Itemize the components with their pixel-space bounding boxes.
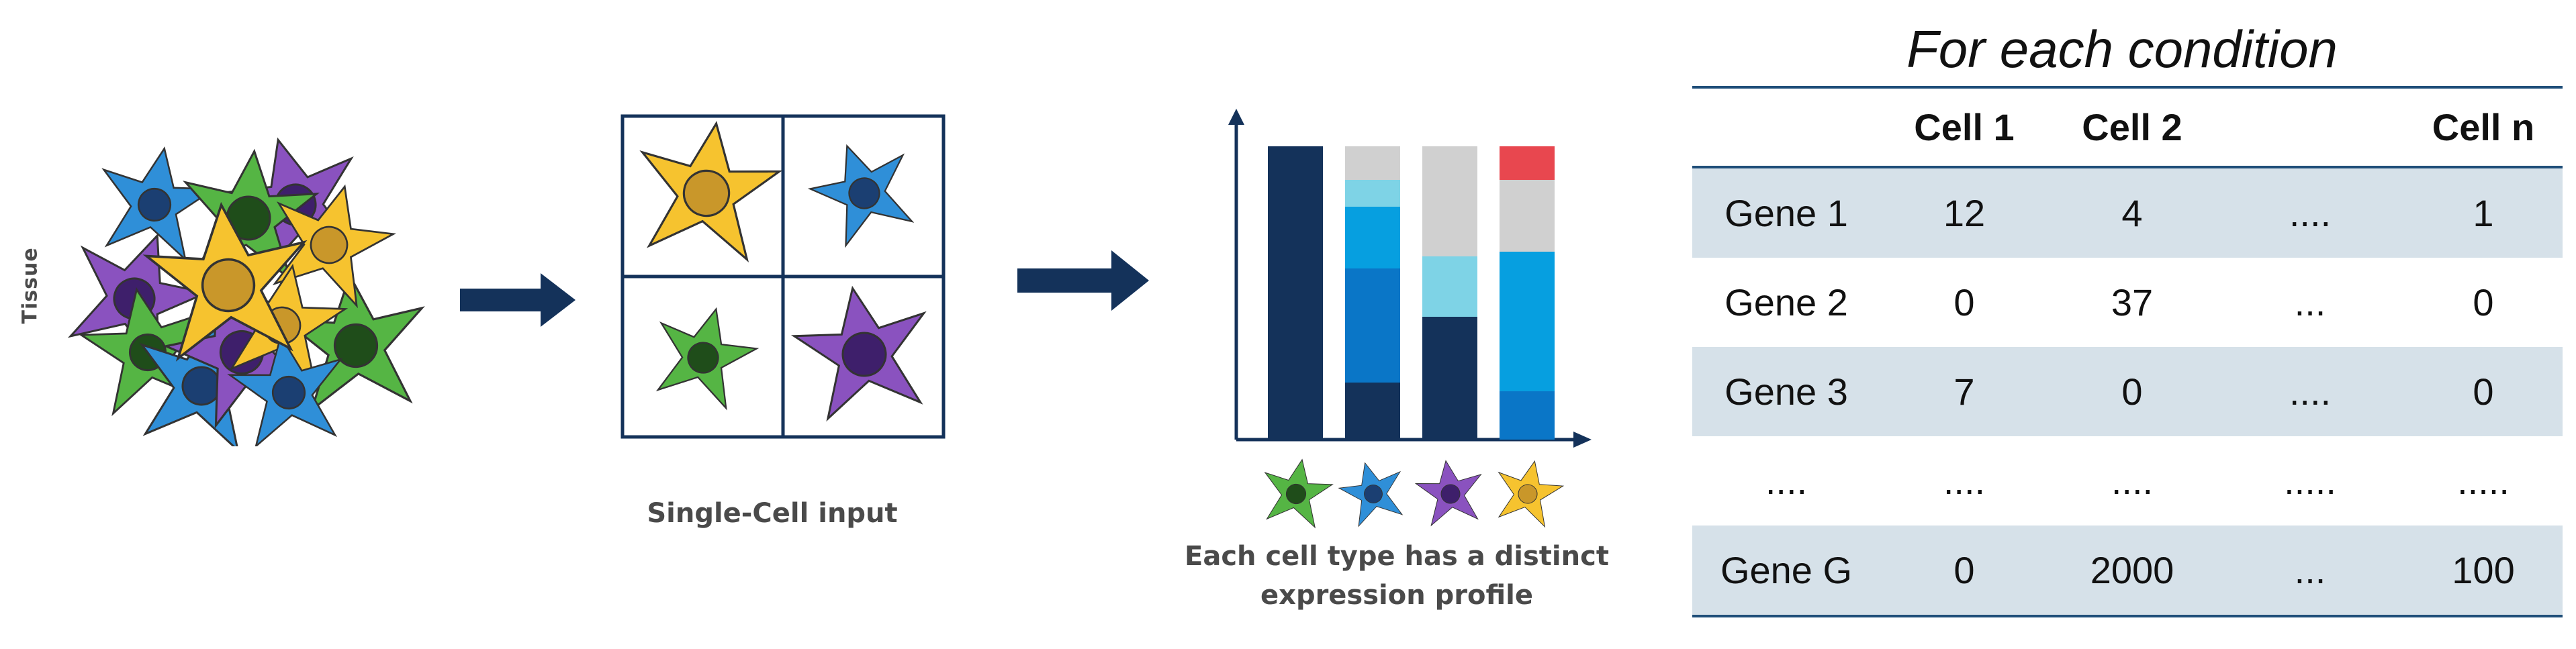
header-cell <box>1692 87 1880 167</box>
table-cell: 0 <box>2473 281 2494 323</box>
table-cell: ... <box>2294 549 2326 591</box>
table-cell: 0 <box>2473 370 2494 413</box>
table-cell: 100 <box>2452 549 2515 591</box>
tissue-label: Tissue <box>18 247 42 324</box>
row-label: Gene 3 <box>1724 370 1848 413</box>
bar-2-seg-navy <box>1345 383 1400 440</box>
bar-3-seg-navy <box>1422 317 1477 440</box>
caption-line-2: expression profile <box>1260 580 1533 611</box>
table-cell: ..... <box>2457 460 2510 502</box>
tissue-cell-cluster-icon <box>67 131 430 446</box>
bar-2-seg-gray <box>1345 146 1400 180</box>
cell-type-icons <box>1264 458 1565 529</box>
table-cell: .... <box>2289 192 2332 234</box>
table-row: Gene G 0 2000 ... 100 <box>1692 526 2563 616</box>
cell-type-icon <box>1338 462 1404 528</box>
cell-type-icon <box>1498 460 1565 528</box>
table-cell: 1 <box>2473 192 2494 234</box>
bar-4-seg-red <box>1500 146 1555 180</box>
table-row: Gene 3 7 0 .... 0 <box>1692 347 2563 436</box>
row-label: Gene G <box>1720 549 1853 591</box>
header-cell: Cell 2 <box>2082 106 2182 148</box>
table-title: For each condition <box>1906 19 2338 79</box>
table-cell: 7 <box>1953 370 1975 413</box>
header-cell: Cell n <box>2432 106 2535 148</box>
arrow-right-icon <box>460 273 576 327</box>
table-cell: 2000 <box>2090 549 2174 591</box>
arrow-right-icon <box>1017 250 1149 311</box>
bar-4-seg-mid <box>1500 391 1555 440</box>
bar-3-seg-gray <box>1422 146 1477 256</box>
table-row: .... .... .... ..... ..... <box>1692 436 2563 526</box>
table-header-row: Cell 1 Cell 2 Cell n <box>1692 87 2563 167</box>
bar-2-seg-mid <box>1345 268 1400 383</box>
cell-type-icon <box>1264 458 1334 529</box>
table-cell: 4 <box>2121 192 2143 234</box>
bar-2-seg-bright <box>1345 207 1400 268</box>
table-cell: 0 <box>2121 370 2143 413</box>
expression-profile-caption: Each cell type has a distinct expression… <box>1168 537 1625 615</box>
cell-grid-icon <box>620 114 946 439</box>
table-cell: ..... <box>2284 460 2336 502</box>
table-row: Gene 1 12 4 .... 1 <box>1692 167 2563 258</box>
table-cell: .... <box>1943 460 1986 502</box>
bar-2-seg-cyan <box>1345 180 1400 207</box>
row-label: .... <box>1765 460 1808 502</box>
table-row: Gene 2 0 37 ... 0 <box>1692 258 2563 347</box>
cell-type-icon <box>1414 460 1482 527</box>
row-label: Gene 2 <box>1724 281 1848 323</box>
row-label: Gene 1 <box>1724 192 1848 234</box>
table-cell: .... <box>2289 370 2332 413</box>
table-cell: ... <box>2294 281 2326 323</box>
table-cell: 37 <box>2111 281 2154 323</box>
table-cell: .... <box>2111 460 2154 502</box>
header-cell <box>2216 87 2404 167</box>
expression-table: Cell 1 Cell 2 Cell n Gene 1 12 4 .... 1 … <box>1692 86 2563 617</box>
bar-4-seg-bright <box>1500 252 1555 391</box>
table-cell: 0 <box>1953 549 1975 591</box>
single-cell-caption: Single-Cell input <box>647 498 898 529</box>
bar-chart-icon <box>1228 109 1592 448</box>
bar-1 <box>1268 146 1323 440</box>
header-cell: Cell 1 <box>1914 106 2015 148</box>
table-cell: 12 <box>1943 192 1986 234</box>
caption-line-1: Each cell type has a distinct <box>1185 541 1609 572</box>
bar-4-seg-gray <box>1500 180 1555 252</box>
bar-3-seg-cyan <box>1422 256 1477 317</box>
table-cell: 0 <box>1953 281 1975 323</box>
